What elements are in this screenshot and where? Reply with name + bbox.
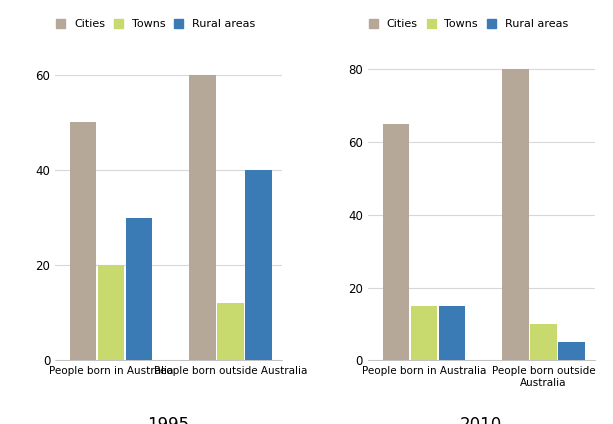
- Legend: Cities, Towns, Rural areas: Cities, Towns, Rural areas: [56, 20, 255, 29]
- Bar: [245, 170, 272, 360]
- Bar: [411, 306, 437, 360]
- Bar: [558, 342, 585, 360]
- Bar: [218, 303, 244, 360]
- Legend: Cities, Towns, Rural areas: Cities, Towns, Rural areas: [369, 20, 568, 29]
- Bar: [189, 75, 216, 360]
- Bar: [70, 122, 96, 360]
- Bar: [98, 265, 124, 360]
- Text: 2010: 2010: [460, 416, 503, 424]
- Bar: [383, 124, 409, 360]
- Bar: [502, 69, 528, 360]
- Bar: [126, 218, 152, 360]
- Text: 1995: 1995: [148, 416, 189, 424]
- Bar: [438, 306, 465, 360]
- Bar: [530, 324, 557, 360]
